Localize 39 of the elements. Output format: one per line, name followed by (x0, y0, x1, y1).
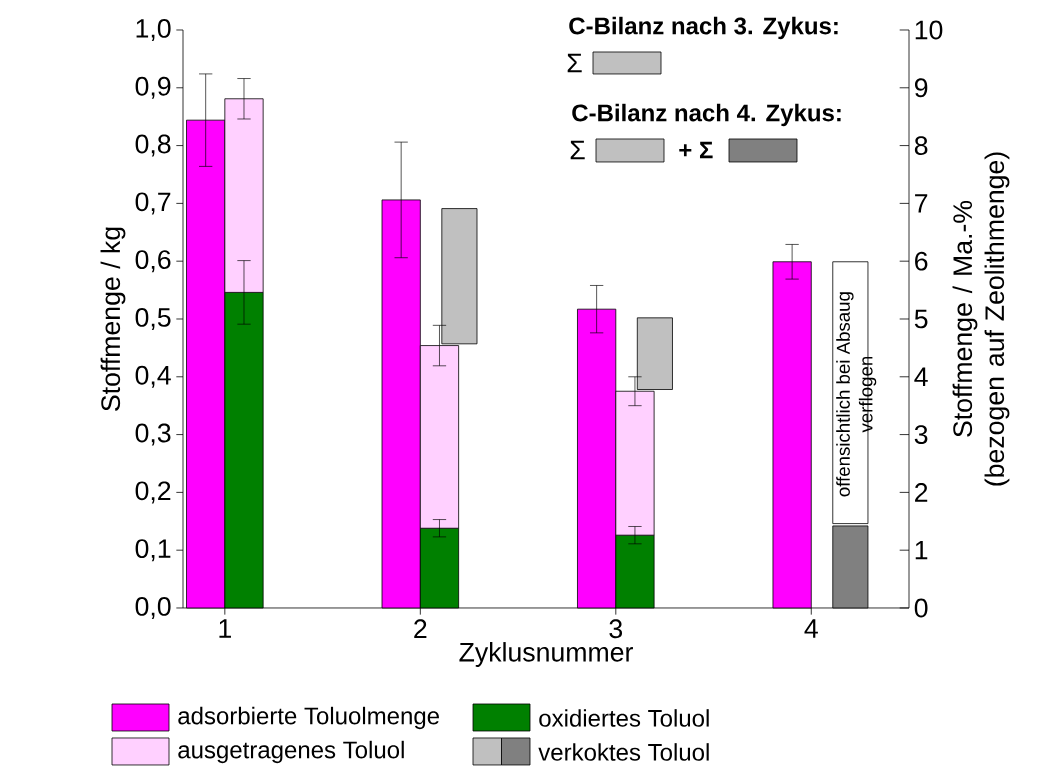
annotation: Σ (567, 53, 582, 73)
annotation: C-Bilanz nach 4. Zykus: (572, 103, 841, 127)
y-tick-label: 1,0 (136, 18, 171, 41)
y-tick-label: 0,2 (135, 481, 171, 504)
annotation: Σ (570, 140, 585, 160)
y2-tick-label: 0 (914, 598, 928, 618)
x-tick-label: 4 (804, 619, 818, 638)
y-tick-label: 0,9 (135, 76, 171, 99)
x-tick-label: 2 (414, 619, 427, 638)
y2-tick-label: 10 (915, 20, 943, 40)
x-tick-label: 3 (609, 619, 623, 639)
y-tick-label: 0,1 (135, 539, 171, 562)
legend-label: adsorbierte Toluolmenge (178, 706, 439, 730)
y2-tick-label: 7 (915, 194, 928, 213)
y2-axis-title: Stoffmenge / Ma.-% (bezogen auf Zeolithmenge) (952, 152, 1010, 486)
y2-tick-label: 2 (915, 483, 928, 502)
y2-tick-label: 3 (914, 425, 928, 445)
y-tick-label: 0,4 (135, 365, 171, 388)
x-tick-label: 1 (219, 619, 231, 638)
legend-label: verkoktes Toluol (538, 743, 709, 761)
legend-label: oxidiertes Toluol (539, 709, 709, 727)
y2-tick-label: 8 (914, 136, 928, 156)
y2-tick-label: 9 (914, 78, 928, 98)
y-axis-title: Stoffmenge / kg (100, 227, 126, 411)
y2-tick-label: 6 (915, 251, 928, 271)
annotation: offensichtlich bei Absaug verflogen (836, 292, 877, 497)
y2-tick-label: 4 (914, 367, 928, 386)
y2-tick-label: 5 (914, 309, 928, 329)
x-axis-title: Zyklusnummer (459, 642, 633, 667)
y-tick-label: 0,0 (135, 596, 171, 619)
y-tick-label: 0,8 (135, 134, 171, 157)
y-tick-label: 0,7 (135, 192, 171, 215)
y2-tick-label: 1 (915, 541, 928, 560)
y-tick-label: 0,5 (135, 307, 171, 330)
annotation: C-Bilanz nach 3. Zykus: (569, 16, 838, 40)
annotation: + Σ (679, 141, 713, 159)
legend-label: ausgetragenes Toluol (178, 740, 404, 764)
y-tick-label: 0,3 (135, 423, 171, 446)
y-tick-label: 0,6 (135, 250, 171, 273)
